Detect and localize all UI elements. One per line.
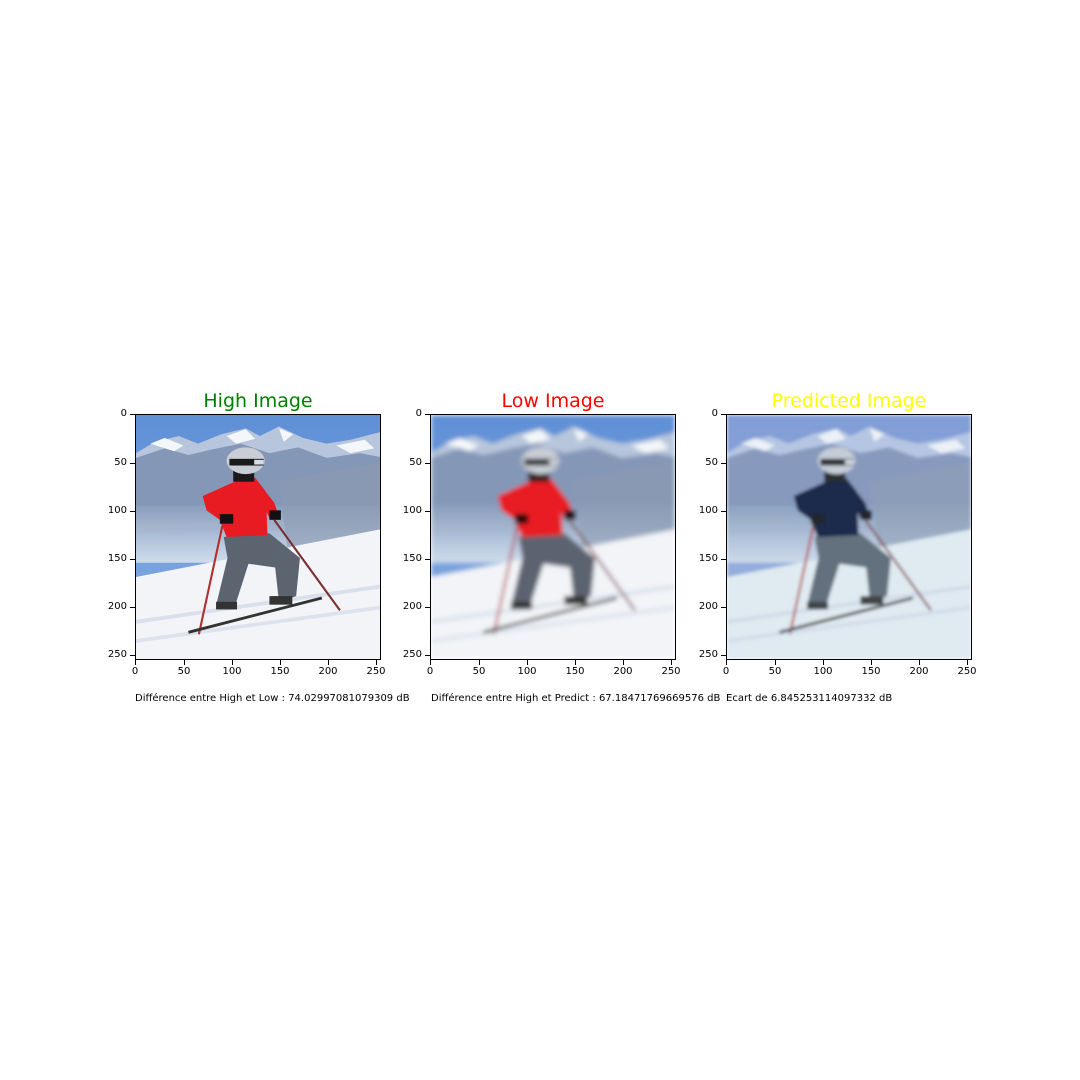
- skier-image-high: [135, 414, 381, 660]
- x-tick-label: 100: [517, 666, 537, 677]
- y-tick-label: 0: [711, 408, 718, 419]
- y-tick: [425, 463, 431, 464]
- x-tick: [671, 660, 672, 665]
- x-tick-label: 0: [131, 666, 139, 677]
- x-tick-label: 50: [472, 666, 486, 677]
- x-tick: [823, 660, 824, 665]
- x-tick: [871, 660, 872, 665]
- x-tick: [967, 660, 968, 665]
- caption-high-vs-predict: Différence entre High et Predict : 67.18…: [431, 693, 721, 704]
- y-tick: [721, 607, 727, 608]
- y-tick-label: 150: [107, 553, 127, 564]
- panel-title: Low Image: [501, 390, 605, 412]
- x-tick: [479, 660, 480, 665]
- y-tick-label: 50: [409, 457, 422, 468]
- y-tick: [721, 414, 727, 415]
- y-tick-label: 200: [107, 601, 127, 612]
- x-tick: [623, 660, 624, 665]
- panel-title: High Image: [203, 390, 313, 412]
- x-tick: [232, 660, 233, 665]
- x-tick: [280, 660, 281, 665]
- y-tick: [130, 511, 136, 512]
- skier-image-low: [430, 414, 676, 660]
- x-tick-label: 0: [722, 666, 730, 677]
- x-tick: [430, 660, 431, 665]
- y-tick: [721, 655, 727, 656]
- x-tick-label: 250: [366, 666, 386, 677]
- x-tick-label: 150: [565, 666, 585, 677]
- x-tick-label: 100: [222, 666, 242, 677]
- y-tick-label: 250: [107, 649, 127, 660]
- x-tick: [328, 660, 329, 665]
- x-tick: [527, 660, 528, 665]
- y-tick: [130, 463, 136, 464]
- y-tick: [425, 414, 431, 415]
- y-tick-label: 0: [415, 408, 422, 419]
- y-tick-label: 50: [114, 457, 127, 468]
- y-tick-label: 200: [698, 601, 718, 612]
- y-tick: [425, 559, 431, 560]
- y-tick-label: 250: [698, 649, 718, 660]
- y-tick: [130, 559, 136, 560]
- y-tick-label: 0: [120, 408, 127, 419]
- y-tick: [721, 559, 727, 560]
- y-tick: [425, 607, 431, 608]
- y-tick-label: 150: [698, 553, 718, 564]
- panel-title: Predicted Image: [771, 390, 927, 412]
- y-tick: [130, 414, 136, 415]
- caption-ecart: Ecart de 6.845253114097332 dB: [726, 693, 893, 704]
- x-tick-label: 250: [957, 666, 977, 677]
- y-tick-label: 250: [402, 649, 422, 660]
- y-tick-label: 100: [107, 505, 127, 516]
- y-tick: [130, 607, 136, 608]
- x-tick: [184, 660, 185, 665]
- y-tick-label: 50: [705, 457, 718, 468]
- x-tick-label: 100: [813, 666, 833, 677]
- y-tick-label: 150: [402, 553, 422, 564]
- x-tick-label: 200: [613, 666, 633, 677]
- y-tick: [425, 655, 431, 656]
- x-tick-label: 50: [768, 666, 782, 677]
- x-tick-label: 0: [426, 666, 434, 677]
- x-tick-label: 200: [909, 666, 929, 677]
- y-tick: [425, 511, 431, 512]
- x-tick: [575, 660, 576, 665]
- y-tick: [721, 463, 727, 464]
- skier-image-predicted: [726, 414, 972, 660]
- y-tick: [130, 655, 136, 656]
- x-tick: [135, 660, 136, 665]
- y-tick-label: 200: [402, 601, 422, 612]
- x-tick-label: 150: [861, 666, 881, 677]
- x-tick-label: 200: [318, 666, 338, 677]
- y-tick-label: 100: [402, 505, 422, 516]
- x-tick-label: 50: [177, 666, 191, 677]
- x-tick-label: 250: [661, 666, 681, 677]
- x-tick: [775, 660, 776, 665]
- y-tick: [721, 511, 727, 512]
- x-tick: [376, 660, 377, 665]
- y-tick-label: 100: [698, 505, 718, 516]
- x-tick: [726, 660, 727, 665]
- x-tick: [919, 660, 920, 665]
- x-tick-label: 150: [270, 666, 290, 677]
- caption-high-vs-low: Différence entre High et Low : 74.029970…: [135, 693, 410, 704]
